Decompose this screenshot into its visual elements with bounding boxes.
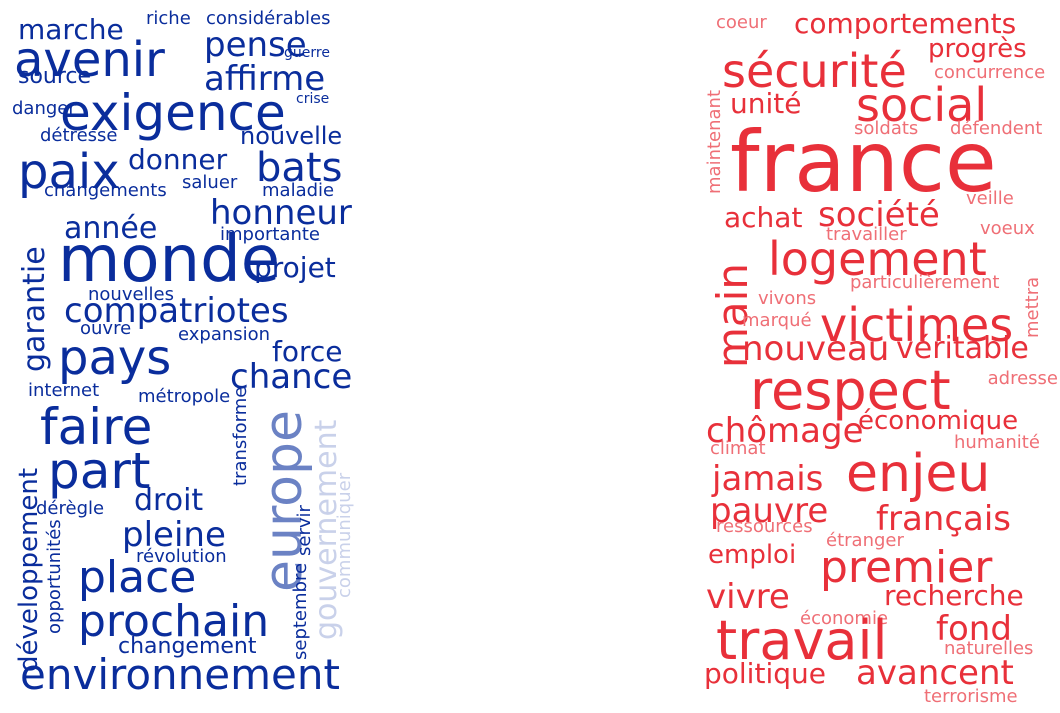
word-left-4: pense: [204, 25, 307, 65]
word-right-10: france: [730, 113, 997, 211]
word-right-13: société: [818, 195, 940, 235]
word-left-27: ouvre: [80, 318, 132, 339]
word-left-5: guerre: [284, 45, 330, 61]
word-right-1: comportements: [794, 7, 1017, 40]
word-right-23: nouveau: [742, 329, 890, 369]
word-left-40: droit: [134, 483, 204, 518]
word-left-0: marche: [18, 13, 124, 46]
word-right-26: adresse: [987, 368, 1058, 389]
word-right-44: naturelles: [944, 638, 1034, 659]
word-right-32: jamais: [712, 459, 824, 499]
word-left-41: dérègle: [36, 498, 105, 519]
word-left-48: septembre: [290, 562, 311, 660]
word-right-43: fond: [936, 609, 1012, 649]
word-right-45: politique: [704, 657, 826, 690]
word-right-27: économique: [858, 406, 1019, 436]
word-left-49: prochain: [78, 596, 270, 647]
word-right-36: étranger: [826, 530, 904, 551]
word-right-4: concurrence: [934, 62, 1046, 83]
word-left-18: maladie: [262, 180, 335, 201]
word-left-12: nouvelle: [240, 122, 343, 150]
word-left-31: chance: [230, 357, 353, 397]
word-left-15: bats: [256, 145, 343, 191]
word-left-50: changement: [118, 634, 257, 659]
word-left-9: danger: [12, 98, 76, 119]
word-right-8: soldats: [854, 118, 919, 139]
word-left-20: année: [64, 211, 158, 246]
word-right-28: chômage: [706, 411, 864, 451]
word-right-15: voeux: [980, 218, 1035, 239]
word-left-23: monde: [58, 223, 281, 297]
word-right-29: humanité: [954, 432, 1040, 453]
word-right-33: pauvre: [710, 491, 829, 531]
word-left-44: opportunités: [44, 519, 65, 634]
word-left-46: révolution: [136, 546, 227, 567]
word-right-30: climat: [710, 438, 766, 459]
word-right-2: progrès: [928, 34, 1027, 64]
word-right-6: unité: [730, 87, 802, 120]
word-right-24: véritable: [896, 331, 1029, 366]
word-left-29: pays: [58, 330, 172, 386]
word-right-35: français: [876, 499, 1012, 539]
word-left-3: avenir: [14, 32, 165, 88]
word-right-12: achat: [724, 201, 803, 234]
word-left-14: donner: [128, 143, 228, 176]
word-right-3: sécurité: [722, 44, 907, 98]
word-right-34: ressources: [716, 516, 813, 537]
word-left-22: garantie: [17, 246, 52, 372]
word-left-17: saluer: [182, 172, 238, 193]
word-right-40: recherche: [884, 579, 1024, 612]
word-left-7: affirme: [204, 59, 326, 99]
word-right-11: veille: [966, 188, 1014, 209]
word-left-43: communiquer: [334, 472, 355, 598]
word-right-5: social: [856, 78, 988, 132]
word-left-21: importante: [220, 224, 321, 245]
word-left-19: honneur: [210, 193, 352, 233]
word-left-1: riche: [146, 8, 191, 29]
word-right-22: victimes: [820, 298, 1014, 352]
word-right-0: coeur: [716, 12, 767, 33]
word-right-21: marqué: [742, 310, 812, 331]
word-left-47: place: [78, 552, 197, 603]
word-right-38: premier: [820, 542, 993, 593]
word-cloud-left: marche riche considérables avenir pense guerr…: [0, 0, 370, 713]
word-left-16: changements: [44, 180, 167, 201]
word-left-32: internet: [28, 380, 100, 401]
word-left-11: détresse: [40, 125, 118, 146]
word-left-28: expansion: [178, 324, 271, 345]
word-left-2: considérables: [206, 8, 331, 29]
word-right-9: défendent: [950, 118, 1043, 139]
word-right-41: économie: [800, 608, 889, 629]
word-left-30: force: [272, 335, 343, 368]
word-left-33: métropole: [138, 386, 231, 407]
word-left-10: exigence: [60, 84, 286, 142]
word-left-24: projet: [254, 251, 336, 284]
word-right-42: travail: [716, 609, 888, 672]
word-right-20: mettra: [1022, 276, 1043, 338]
word-right-16: logement: [768, 232, 987, 286]
word-right-47: terrorisme: [924, 686, 1018, 707]
word-left-37: faire: [40, 398, 153, 456]
word-left-25: nouvelles: [88, 284, 175, 305]
word-right-18: particulièrement: [850, 272, 1000, 293]
word-right-46: avancent: [856, 653, 1014, 693]
word-left-45: pleine: [122, 515, 226, 555]
word-right-25: respect: [750, 359, 951, 422]
word-left-8: crise: [296, 91, 330, 107]
word-right-19: vivons: [758, 288, 817, 309]
word-right-7: maintenant: [704, 89, 725, 194]
word-left-26: compatriotes: [64, 291, 289, 331]
word-right-39: vivre: [706, 577, 790, 617]
word-right-14: travailler: [826, 224, 907, 245]
word-left-39: part: [48, 442, 151, 500]
word-right-37: emploi: [708, 540, 797, 570]
word-right-31: enjeu: [846, 444, 991, 504]
word-left-42: servir: [294, 505, 315, 556]
word-left-13: paix: [18, 144, 120, 200]
word-left-34: transforme: [230, 386, 251, 486]
word-left-6: source: [18, 64, 92, 89]
word-left-51: environnement: [20, 650, 340, 699]
word-cloud-right: coeur comportements progrès sécurité concurr…: [690, 0, 1060, 713]
